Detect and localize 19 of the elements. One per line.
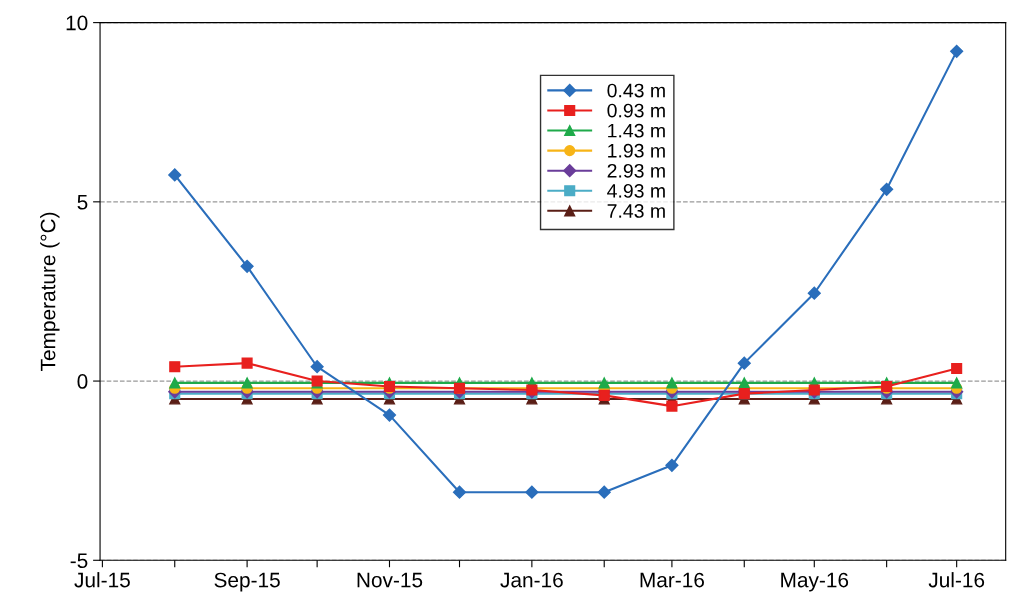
x-tick-label: Jul-16 [928,572,985,588]
x-tick-label: Mar-16 [640,572,704,588]
y-tick-label: -5 [70,553,88,569]
legend-label: 0.43 m [607,83,665,98]
x-tick-label: May-16 [781,572,849,592]
legend-label: 1.43 m [608,123,665,138]
x-tick-label: Nov-15 [357,572,423,588]
y-tick-label: 5 [77,195,88,210]
y-tick-label: 10 [66,15,88,31]
y-tick-label: 0 [77,374,88,389]
x-tick-label: Jul-15 [74,572,130,588]
legend-label: 1.93 m [608,143,665,158]
legend-label: 7.43 m [607,204,665,218]
legend-label: 2.93 m [607,163,665,178]
x-tick-label: Sep-15 [214,572,280,592]
legend-label: 4.93 m [607,183,665,198]
x-tick-label: Jan-16 [500,572,563,588]
y-axis-title: Temperature (°C) [40,212,60,371]
legend-label: 0.93 m [607,103,665,118]
